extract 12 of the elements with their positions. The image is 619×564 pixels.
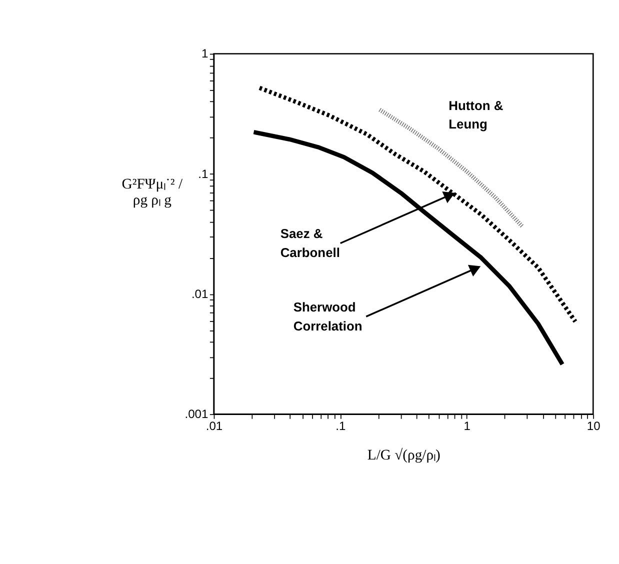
y-axis-title: G²FΨμₗ˙² / ρg ρₗ g: [122, 176, 184, 209]
y-tick-label: .001: [184, 407, 208, 422]
annotation: Sherwood Correlation: [293, 299, 362, 334]
x-tick-label: 1: [464, 419, 471, 434]
y-tick-label: 1: [202, 46, 208, 61]
x-tick-label: .1: [336, 419, 346, 434]
y-tick-label: .01: [191, 286, 208, 301]
series-label: Hutton & Leung: [448, 98, 504, 132]
y-tick-label: .1: [198, 166, 208, 181]
annotation: Saez & Carbonell: [280, 226, 340, 260]
x-axis-title: L/G √(ρg/ρₗ): [367, 447, 441, 464]
x-tick-label: 10: [586, 419, 601, 434]
